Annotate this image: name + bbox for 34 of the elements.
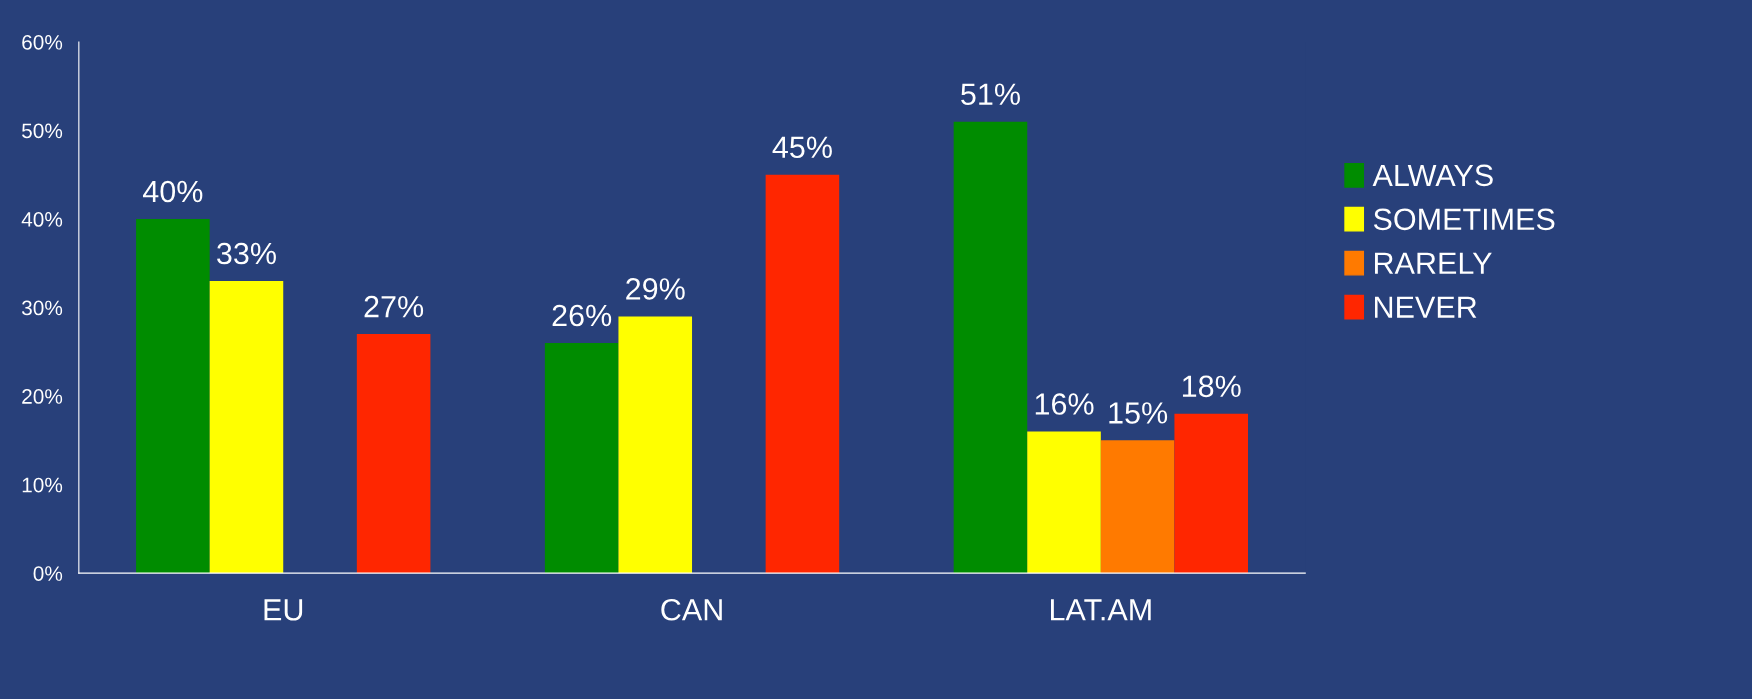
y-tick-label: 10% [22,477,63,493]
y-tick-label: 20% [22,389,63,404]
legend-label: SOMETIMES [1373,208,1555,231]
data-label: 15% [1109,402,1168,424]
data-label: 51% [961,83,1020,105]
bar [136,219,210,574]
data-label: 27% [364,295,424,318]
x-tick-label: LAT.AM [1050,599,1151,621]
y-tick-label: 30% [21,300,63,316]
legend-label: NEVER [1375,296,1477,318]
x-tick-label: EU [264,599,303,621]
y-tick-label: 40% [21,212,63,227]
bar [356,334,431,574]
bar [618,316,693,574]
legend-label: ALWAYS [1372,164,1493,187]
data-label: 40% [142,180,203,203]
data-label: 26% [552,304,612,327]
bar [1174,413,1249,574]
bar [953,121,1028,574]
data-label: 33% [217,242,276,265]
legend-label: RARELY [1375,252,1492,274]
bar [544,342,619,574]
y-tick-label: 60% [22,34,63,50]
y-tick-label: 0% [33,566,63,581]
x-tick-label: CAN [661,598,722,621]
data-label: 16% [1035,393,1094,415]
data-label: 45% [772,136,832,159]
bar [765,174,840,574]
data-label: 29% [626,278,685,300]
bar [1100,440,1175,574]
data-label: 18% [1182,375,1241,398]
bar [1027,431,1101,574]
bar [209,281,284,574]
y-tick-label: 50% [22,123,63,139]
